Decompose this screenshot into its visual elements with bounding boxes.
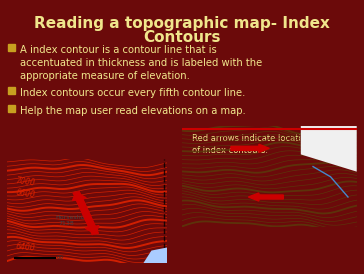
Text: Red arrows indicate location
of index contours.: Red arrows indicate location of index co… [192,134,311,155]
Text: Help the map user read elevations on a map.: Help the map user read elevations on a m… [20,106,246,116]
FancyBboxPatch shape [8,105,15,112]
FancyArrow shape [72,192,98,235]
Text: 6600: 6600 [15,188,36,199]
FancyBboxPatch shape [8,44,15,51]
FancyArrow shape [73,192,99,234]
Polygon shape [301,126,357,172]
Text: Horsesho: Horsesho [55,215,85,220]
Text: 7138: 7138 [59,221,74,226]
Text: Contours: Contours [143,30,221,45]
Text: Reading a topographic map- Index: Reading a topographic map- Index [34,16,330,31]
Text: 6400: 6400 [15,242,36,253]
Text: Index contours occur every fifth contour line.: Index contours occur every fifth contour… [20,88,245,98]
FancyArrow shape [231,144,269,152]
Text: A index contour is a contour line that is
accentuated in thickness and is labele: A index contour is a contour line that i… [20,45,262,81]
FancyBboxPatch shape [8,87,15,94]
Text: 00: 00 [57,255,64,260]
FancyArrow shape [248,193,283,201]
Text: 7000: 7000 [15,176,36,188]
Polygon shape [143,247,167,263]
